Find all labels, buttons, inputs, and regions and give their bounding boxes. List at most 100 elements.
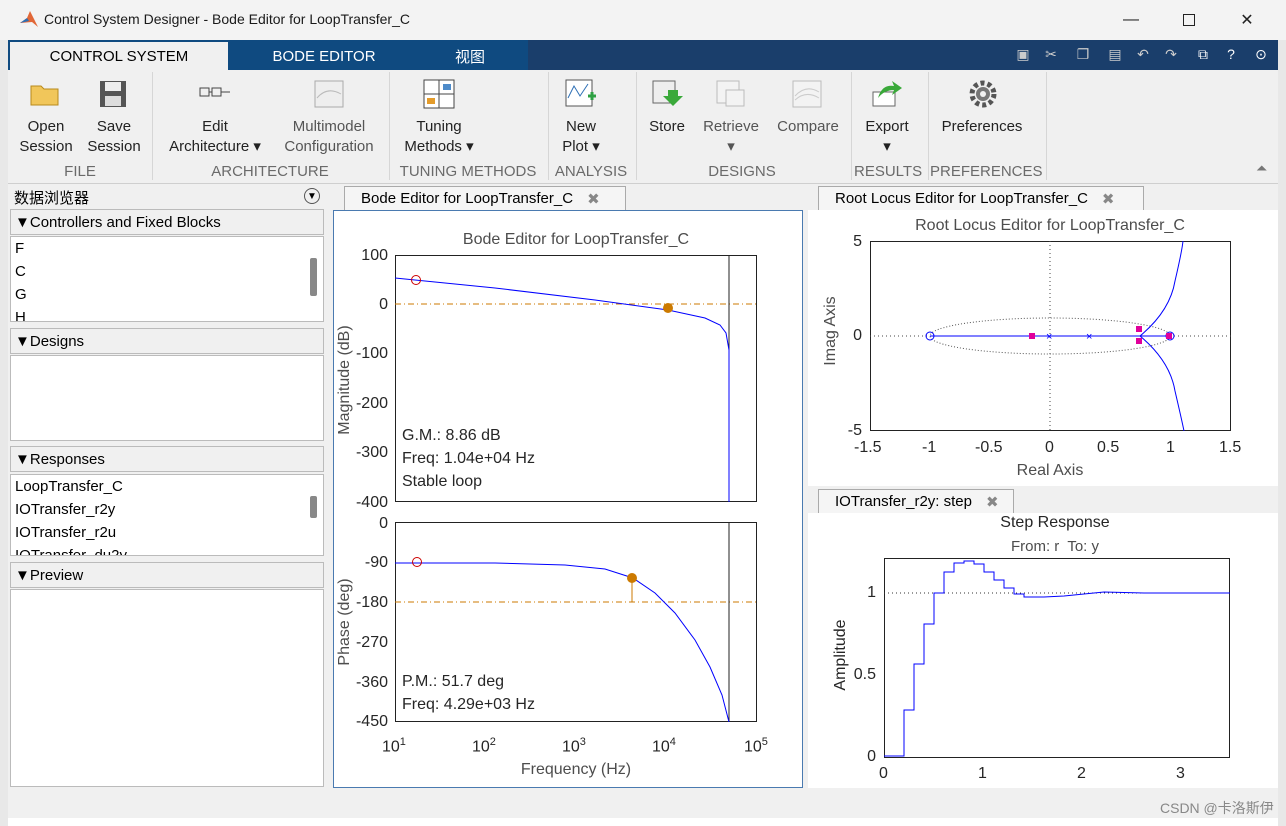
undo-icon[interactable]: ↶ xyxy=(1137,45,1149,62)
imag-tick: -5 xyxy=(847,422,862,439)
maximize-icon xyxy=(1183,14,1195,26)
collapse-arrow-icon: ▼ xyxy=(15,213,30,231)
new-plot-button[interactable]: New Plot ▾ xyxy=(562,118,600,155)
tab-root-locus-doc[interactable]: Root Locus Editor for LoopTransfer_C ✖ xyxy=(818,186,1144,210)
cut-icon[interactable]: ✂ xyxy=(1045,45,1057,62)
step-curve xyxy=(884,560,1230,757)
ribbon-divider xyxy=(636,72,637,180)
bode-curves xyxy=(395,255,757,722)
list-item[interactable]: G xyxy=(15,286,27,303)
time-tick: 2 xyxy=(1077,765,1086,782)
tab-bode-editor[interactable]: BODE EDITOR xyxy=(272,47,376,65)
compare-design-icon xyxy=(792,80,822,108)
gain-margin-text: G.M.: 8.86 dB xyxy=(402,427,501,444)
list-item[interactable]: IOTransfer_r2u xyxy=(15,524,117,541)
mag-tick: -100 xyxy=(355,345,388,362)
tab-view[interactable]: 视图 xyxy=(454,48,485,66)
tuning-methods-button[interactable]: Tuning Methods ▾ xyxy=(404,118,474,155)
browser-menu-icon[interactable]: ▼ xyxy=(304,188,320,204)
preferences-button[interactable]: Preferences xyxy=(941,118,1023,135)
list-item[interactable]: LoopTransfer_C xyxy=(15,478,123,495)
section-controllers[interactable]: ▼ Controllers and Fixed Blocks xyxy=(10,209,324,235)
dropdown-arrow-icon: ▾ xyxy=(592,138,600,155)
freq-tick: 101 xyxy=(382,736,406,756)
pole-marker xyxy=(411,275,421,285)
store-button[interactable]: Store xyxy=(649,118,685,135)
real-tick: -1 xyxy=(922,439,937,456)
svg-text:×: × xyxy=(1046,331,1052,343)
real-tick: -1.5 xyxy=(854,439,882,456)
list-item[interactable]: F xyxy=(15,240,25,257)
maximize-button[interactable] xyxy=(1160,0,1218,40)
right-gutter xyxy=(1278,40,1286,826)
amplitude-tick: 0 xyxy=(867,748,876,765)
close-tab-icon[interactable]: ✖ xyxy=(986,493,999,511)
stability-text: Stable loop xyxy=(402,473,483,490)
mag-tick: 100 xyxy=(361,247,388,264)
section-responses[interactable]: ▼ Responses xyxy=(10,446,324,472)
open-session-button[interactable]: Open Session xyxy=(19,118,73,155)
responses-list: LoopTransfer_C IOTransfer_r2y IOTransfer… xyxy=(10,474,324,556)
scrollbar-thumb[interactable] xyxy=(310,496,317,518)
copy-icon[interactable]: ❐ xyxy=(1076,45,1090,62)
tab-bode-editor-doc[interactable]: Bode Editor for LoopTransfer_C ✖ xyxy=(344,186,626,210)
close-tab-icon[interactable]: ✖ xyxy=(1101,190,1115,208)
bode-title: Bode Editor for LoopTransfer_C xyxy=(462,231,690,248)
ribbon-divider xyxy=(928,72,929,180)
compare-button[interactable]: Compare xyxy=(777,118,839,135)
section-designs[interactable]: ▼ Designs xyxy=(10,328,324,354)
time-tick: 0 xyxy=(879,765,888,782)
scrollbar-thumb[interactable] xyxy=(310,258,317,296)
export-button[interactable]: Export ▾ xyxy=(856,117,918,157)
phase-tick: -450 xyxy=(355,713,388,730)
real-tick: 0 xyxy=(1045,439,1054,456)
ribbon-divider xyxy=(1046,72,1047,180)
collapse-ribbon-icon[interactable]: ⏶ xyxy=(1256,160,1268,176)
edit-architecture-button[interactable]: Edit Architecture ▾ xyxy=(169,118,261,155)
magnitude-curve xyxy=(395,277,730,502)
export-icon xyxy=(872,81,902,107)
phase-margin-text: P.M.: 51.7 deg xyxy=(402,673,504,690)
dropdown-arrow-icon: ▾ xyxy=(466,138,474,155)
phase-tick: -180 xyxy=(355,594,388,611)
step-axes[interactable] xyxy=(884,558,1230,758)
multimodel-configuration-button[interactable]: Multimodel Configuration xyxy=(284,118,374,155)
close-tab-icon[interactable]: ✖ xyxy=(587,190,600,208)
section-preview[interactable]: ▼ Preview xyxy=(10,562,324,588)
expand-icon[interactable]: ⊙ xyxy=(1255,45,1267,62)
tab-step-doc[interactable]: IOTransfer_r2y: step ✖ xyxy=(818,489,1014,513)
svg-text:×: × xyxy=(1086,331,1092,343)
paste-icon[interactable]: ▤ xyxy=(1108,45,1122,62)
new-plot-icon xyxy=(565,79,596,107)
retrieve-button[interactable]: Retrieve ▾ xyxy=(696,117,766,157)
watermark: CSDN @卡洛斯伊 xyxy=(1160,800,1274,816)
help-icon[interactable]: ? xyxy=(1227,46,1235,62)
ribbon-divider xyxy=(152,72,153,180)
phase-axes[interactable] xyxy=(395,522,757,722)
close-button[interactable]: ✕ xyxy=(1218,0,1276,40)
step-title: Step Response xyxy=(1000,514,1110,531)
multimodel-icon xyxy=(314,80,344,108)
step-subtitle: From: r To: y xyxy=(1010,538,1100,555)
switch-windows-icon[interactable]: ⧉ xyxy=(1198,45,1208,62)
minimize-button[interactable]: — xyxy=(1102,0,1160,40)
phase-margin-freq-text: Freq: 4.29e+03 Hz xyxy=(402,696,535,713)
freq-tick: 102 xyxy=(472,736,496,756)
edit-architecture-icon xyxy=(199,87,230,97)
gain-margin-marker xyxy=(663,303,673,313)
phase-margin-marker xyxy=(627,573,637,583)
list-item[interactable]: C xyxy=(15,263,26,280)
magnitude-axes[interactable] xyxy=(395,255,757,502)
group-label-results: RESULTS xyxy=(854,163,923,180)
amplitude-tick: 0.5 xyxy=(853,666,876,683)
redo-icon[interactable]: ↷ xyxy=(1165,45,1177,62)
list-item[interactable]: IOTransfer_du2y xyxy=(15,547,127,556)
list-item[interactable]: IOTransfer_r2y xyxy=(15,501,116,518)
left-gutter xyxy=(0,40,8,826)
list-item[interactable]: H xyxy=(15,309,26,322)
dropdown-arrow-icon: ▾ xyxy=(727,138,735,155)
freq-tick: 103 xyxy=(562,736,586,756)
save-icon[interactable]: ▣ xyxy=(1016,45,1030,62)
tab-control-system[interactable]: CONTROL SYSTEM xyxy=(10,42,228,70)
save-session-button[interactable]: Save Session xyxy=(87,118,141,155)
